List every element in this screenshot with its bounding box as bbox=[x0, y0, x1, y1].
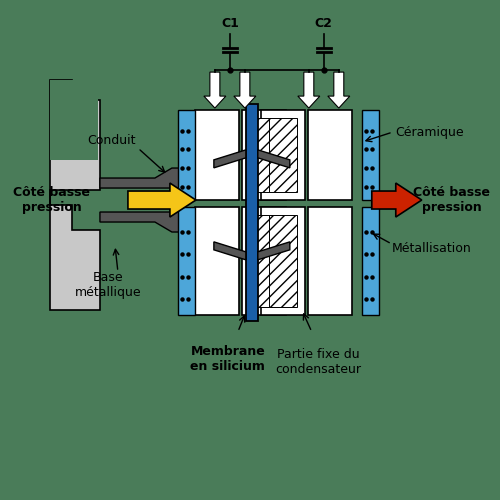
Polygon shape bbox=[50, 80, 100, 310]
Bar bbox=[261, 207, 305, 315]
Polygon shape bbox=[50, 80, 98, 160]
Polygon shape bbox=[372, 183, 422, 217]
Bar bbox=[242, 207, 286, 315]
Polygon shape bbox=[258, 242, 290, 260]
Text: C2: C2 bbox=[315, 17, 332, 30]
Text: Conduit: Conduit bbox=[88, 134, 136, 146]
Polygon shape bbox=[298, 72, 320, 108]
Text: Métallisation: Métallisation bbox=[392, 242, 471, 254]
Bar bbox=[308, 207, 352, 315]
Text: Côté basse
pression: Côté basse pression bbox=[413, 186, 490, 214]
Bar bbox=[308, 110, 352, 200]
Bar bbox=[362, 207, 379, 315]
Bar bbox=[195, 110, 239, 200]
Text: Céramique: Céramique bbox=[395, 126, 464, 138]
Polygon shape bbox=[128, 183, 196, 217]
Bar bbox=[246, 104, 258, 321]
Polygon shape bbox=[234, 72, 256, 108]
Text: Membrane
en silicium: Membrane en silicium bbox=[190, 345, 266, 373]
Bar bbox=[362, 110, 379, 200]
Polygon shape bbox=[100, 168, 195, 188]
Text: C1: C1 bbox=[221, 17, 239, 30]
Text: Base
métallique: Base métallique bbox=[74, 271, 141, 299]
Text: Côté basse
pression: Côté basse pression bbox=[14, 186, 90, 214]
Text: Partie fixe du
condensateur: Partie fixe du condensateur bbox=[275, 348, 361, 376]
Polygon shape bbox=[214, 242, 246, 260]
Bar bbox=[250, 215, 278, 307]
Polygon shape bbox=[258, 150, 290, 168]
Polygon shape bbox=[100, 212, 195, 232]
Polygon shape bbox=[204, 72, 226, 108]
Bar bbox=[269, 215, 297, 307]
Polygon shape bbox=[214, 150, 246, 168]
Polygon shape bbox=[328, 72, 350, 108]
Bar bbox=[242, 110, 286, 200]
Bar bbox=[269, 118, 297, 192]
Bar bbox=[178, 207, 195, 315]
Bar bbox=[261, 110, 305, 200]
Bar bbox=[178, 110, 195, 200]
Bar bbox=[250, 118, 278, 192]
Bar bbox=[195, 207, 239, 315]
